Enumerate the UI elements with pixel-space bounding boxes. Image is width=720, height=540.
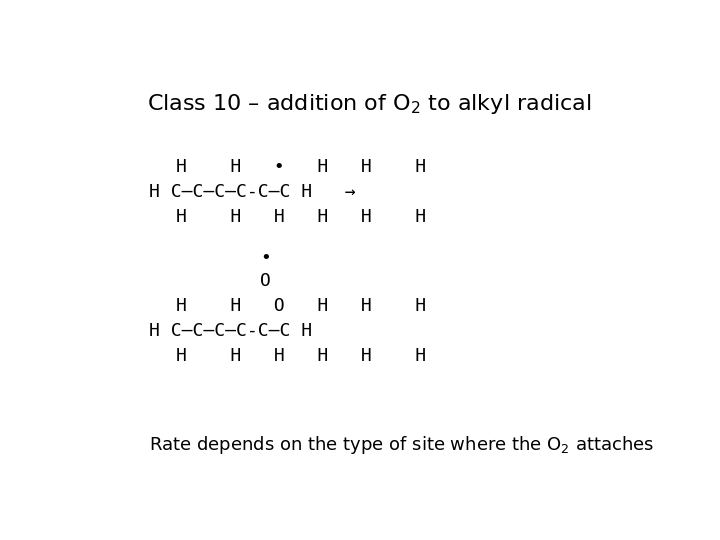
Text: H    H   H   H   H    H: H H H H H H	[176, 207, 427, 226]
Text: H    H   H   H   H    H: H H H H H H	[176, 347, 427, 365]
Text: H C–C–C–C-C–C H: H C–C–C–C-C–C H	[148, 322, 312, 340]
Text: H    H   O   H   H    H: H H O H H H	[176, 297, 427, 315]
Text: H    H   •   H   H    H: H H • H H H	[176, 158, 427, 176]
Text: H C–C–C–C-C–C H   →: H C–C–C–C-C–C H →	[148, 183, 355, 201]
Text: Rate depends on the type of site where the O$_2$ attaches: Rate depends on the type of site where t…	[148, 434, 654, 456]
Text: •: •	[260, 249, 271, 267]
Text: O: O	[260, 272, 271, 290]
Text: Class 10 – addition of O$_2$ to alkyl radical: Class 10 – addition of O$_2$ to alkyl ra…	[147, 92, 591, 116]
